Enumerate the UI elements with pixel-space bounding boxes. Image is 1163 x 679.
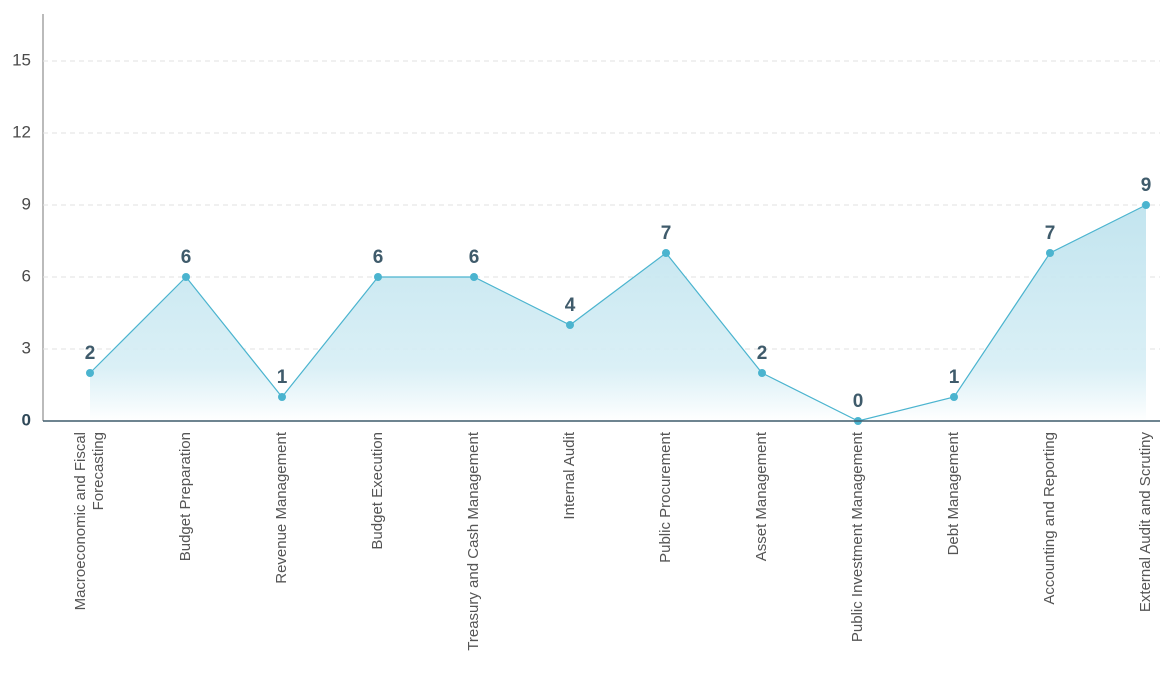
x-tick-label: External Audit and Scrutiny (1137, 432, 1154, 613)
value-label: 6 (469, 247, 480, 268)
y-tick-label: 3 (22, 338, 31, 357)
value-label: 6 (181, 247, 192, 268)
point (470, 273, 478, 281)
point (1046, 249, 1054, 257)
point (86, 369, 94, 377)
x-tick-label: Debt Management (945, 432, 962, 556)
y-tick-label: 12 (12, 122, 31, 141)
x-tick-label: Macroeconomic and Fiscal Forecasting (72, 432, 107, 611)
x-tick-label: Treasury and Cash Management (465, 432, 482, 651)
point (278, 393, 286, 401)
x-tick-label: Asset Management (753, 432, 770, 562)
point (374, 273, 382, 281)
point (566, 321, 574, 329)
x-tick-label: Budget Preparation (177, 432, 194, 562)
x-tick-label: Budget Execution (369, 432, 386, 550)
value-label: 7 (661, 223, 672, 244)
value-label: 1 (949, 367, 960, 388)
point (662, 249, 670, 257)
value-label: 0 (853, 391, 864, 412)
x-tick-label: Public Investment Management (849, 432, 866, 643)
value-label: 4 (565, 295, 576, 316)
value-label: 2 (85, 343, 96, 364)
value-label: 6 (373, 247, 384, 268)
point (950, 393, 958, 401)
value-label: 1 (277, 367, 288, 388)
area (90, 205, 1146, 421)
value-label: 9 (1141, 175, 1152, 196)
point (182, 273, 190, 281)
y-tick-label: 15 (12, 50, 31, 69)
point (1142, 201, 1150, 209)
y-tick-label: 0 (22, 410, 31, 429)
y-tick-label: 6 (22, 266, 31, 285)
value-label: 2 (757, 343, 768, 364)
line (89, 204, 1147, 422)
x-tick-label: Public Procurement (657, 432, 674, 563)
x-tick-label: Accounting and Reporting (1041, 432, 1058, 605)
y-tick-label: 9 (22, 194, 31, 213)
x-tick-label: Internal Audit (561, 432, 578, 520)
point (758, 369, 766, 377)
x-tick-label: Revenue Management (273, 432, 290, 584)
value-label: 7 (1045, 223, 1056, 244)
